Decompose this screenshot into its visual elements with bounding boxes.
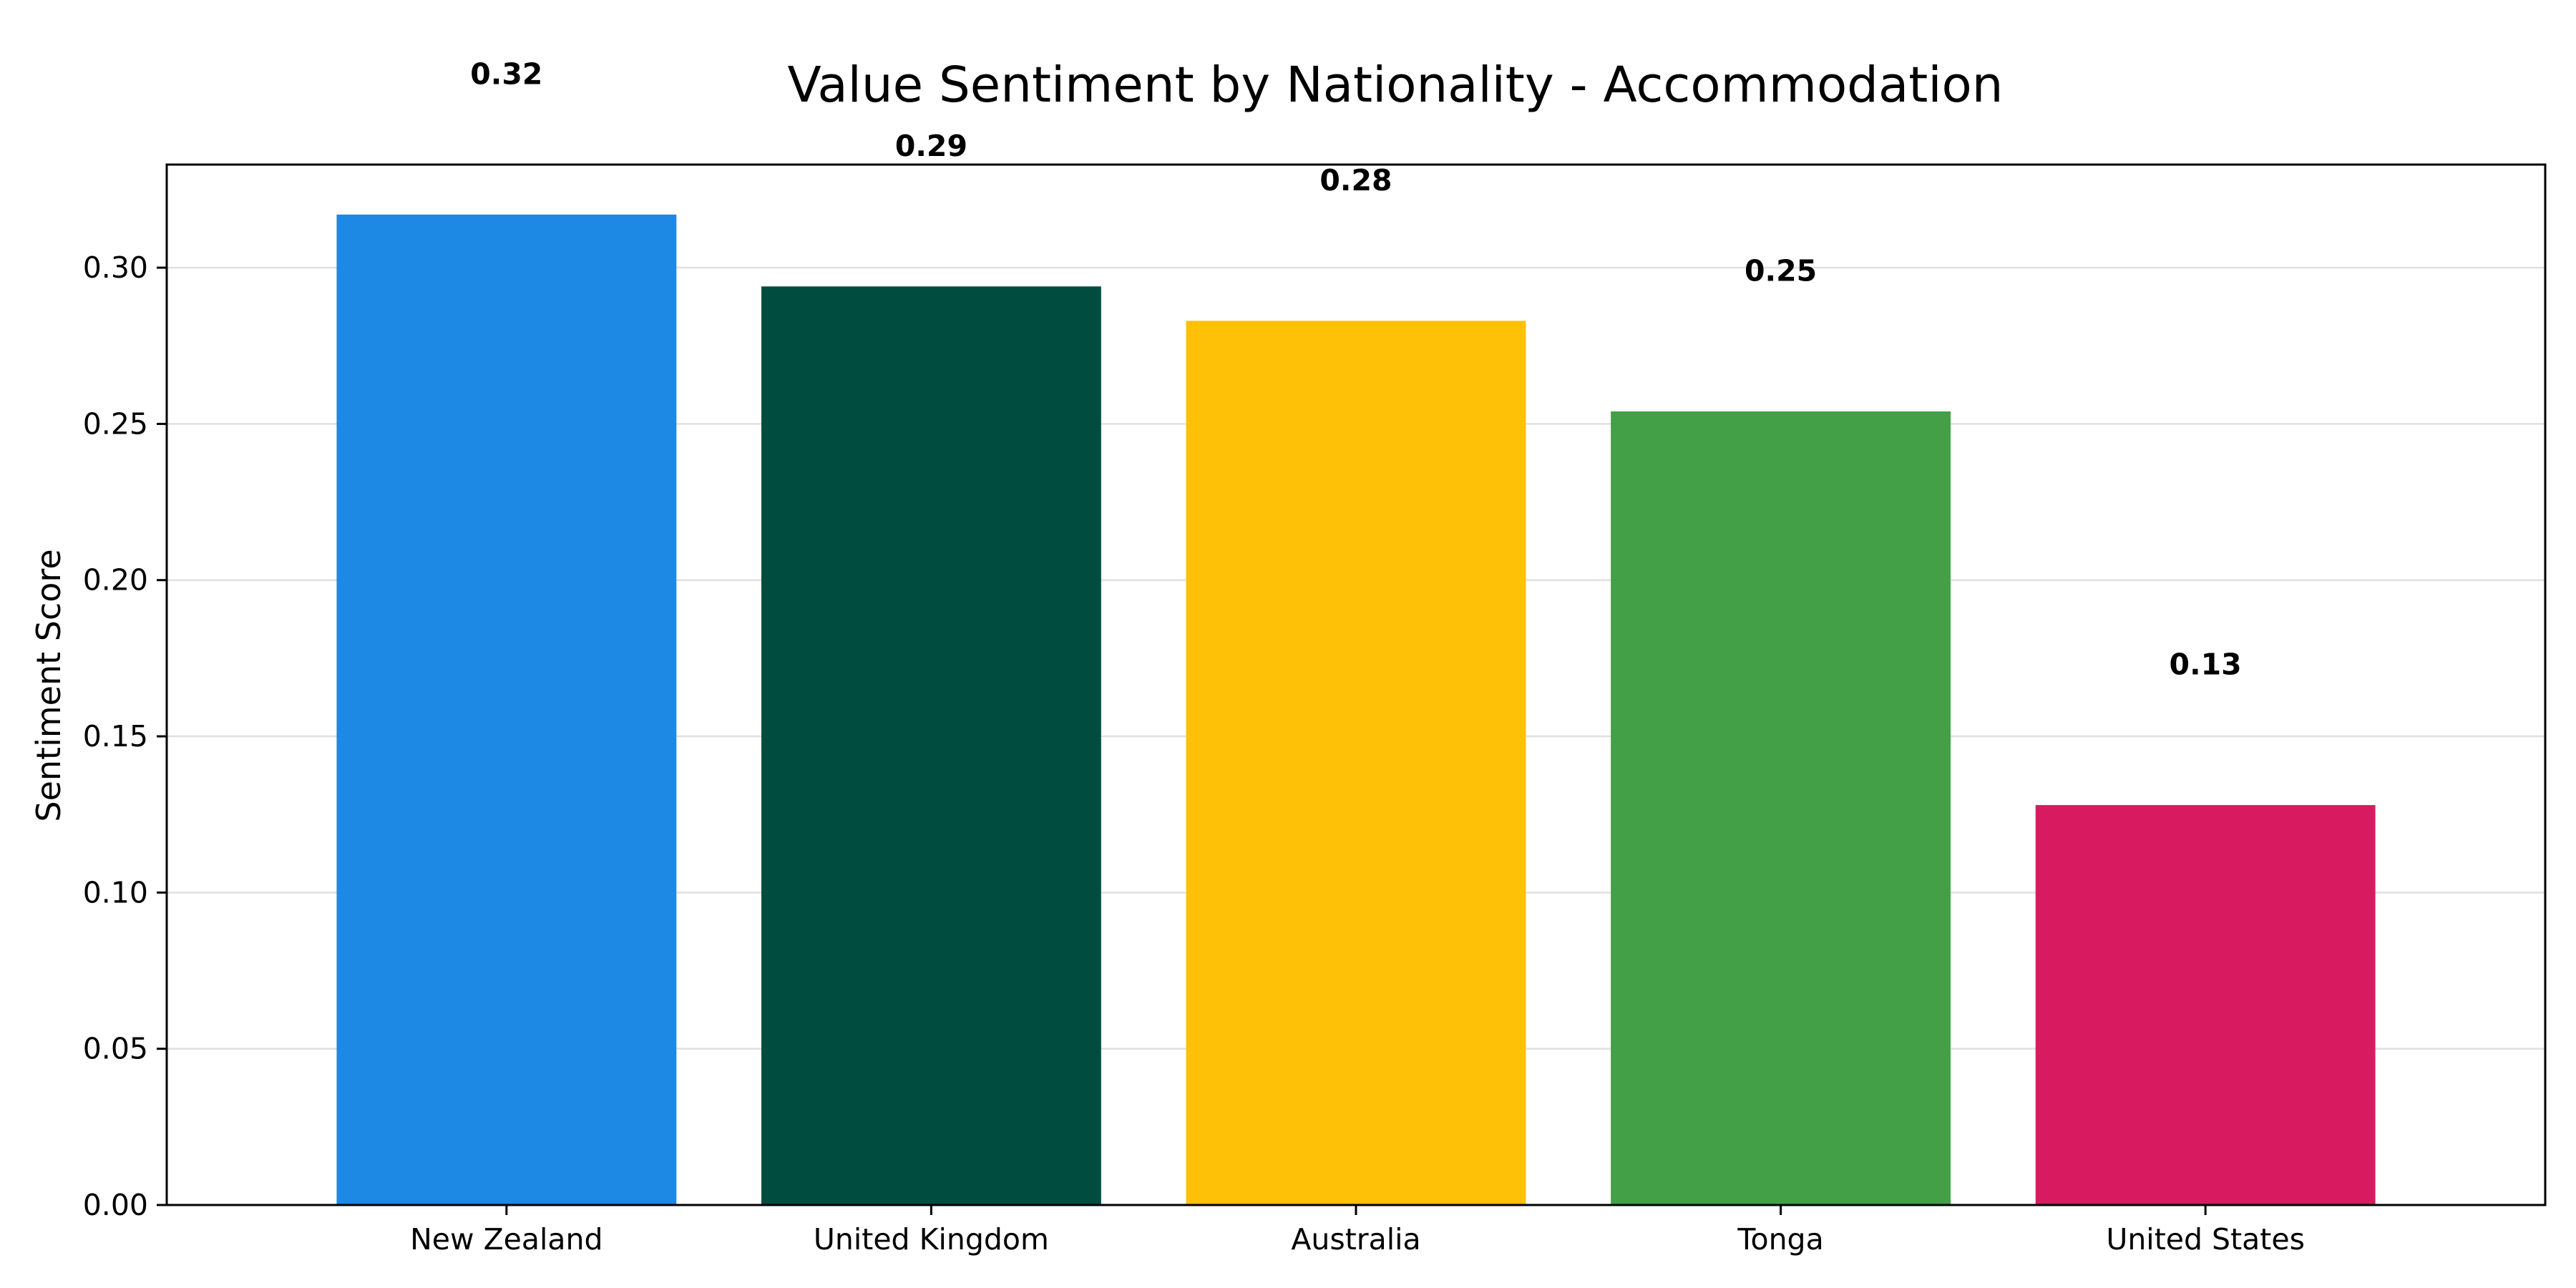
bar [1611,411,1951,1206]
bars [336,214,2376,1206]
x-tick-label: United Kingdom [814,1222,1049,1257]
x-tick-label: New Zealand [410,1222,602,1257]
y-tick-label: 0.05 [83,1032,148,1066]
plot-frame [165,163,2547,1206]
data-labels: 0.32 0.29 0.28 0.25 0.13 [470,57,2241,681]
y-tick-label: 0.20 [83,563,148,597]
bar [1186,321,1526,1205]
data-label: 0.32 [470,57,542,91]
x-tick-label: Australia [1291,1222,1420,1257]
data-label: 0.29 [895,129,967,163]
bar [336,214,677,1206]
chart-title: Value Sentiment by Nationality - Accommo… [788,57,2004,114]
data-label: 0.25 [1745,253,1817,288]
y-tick-label: 0.15 [83,719,148,753]
bar [2035,805,2376,1205]
y-tick-label: 0.10 [83,875,148,909]
y-axis-ticks: 0.00 0.05 0.10 0.15 0.20 0.25 0.30 [83,250,167,1222]
y-axis-label: Sentiment Score [29,549,68,821]
bar [761,286,1101,1205]
x-tick-label: United States [2106,1222,2305,1257]
data-label: 0.28 [1319,163,1392,197]
y-tick-label: 0.25 [83,406,148,441]
x-tick-label: Tonga [1737,1222,1823,1257]
data-label: 0.13 [2170,648,2242,682]
y-tick-label: 0.30 [83,250,148,285]
y-tick-label: 0.00 [83,1188,148,1222]
x-axis-ticks: New Zealand United Kingdom Australia Tonga U… [410,1205,2305,1257]
